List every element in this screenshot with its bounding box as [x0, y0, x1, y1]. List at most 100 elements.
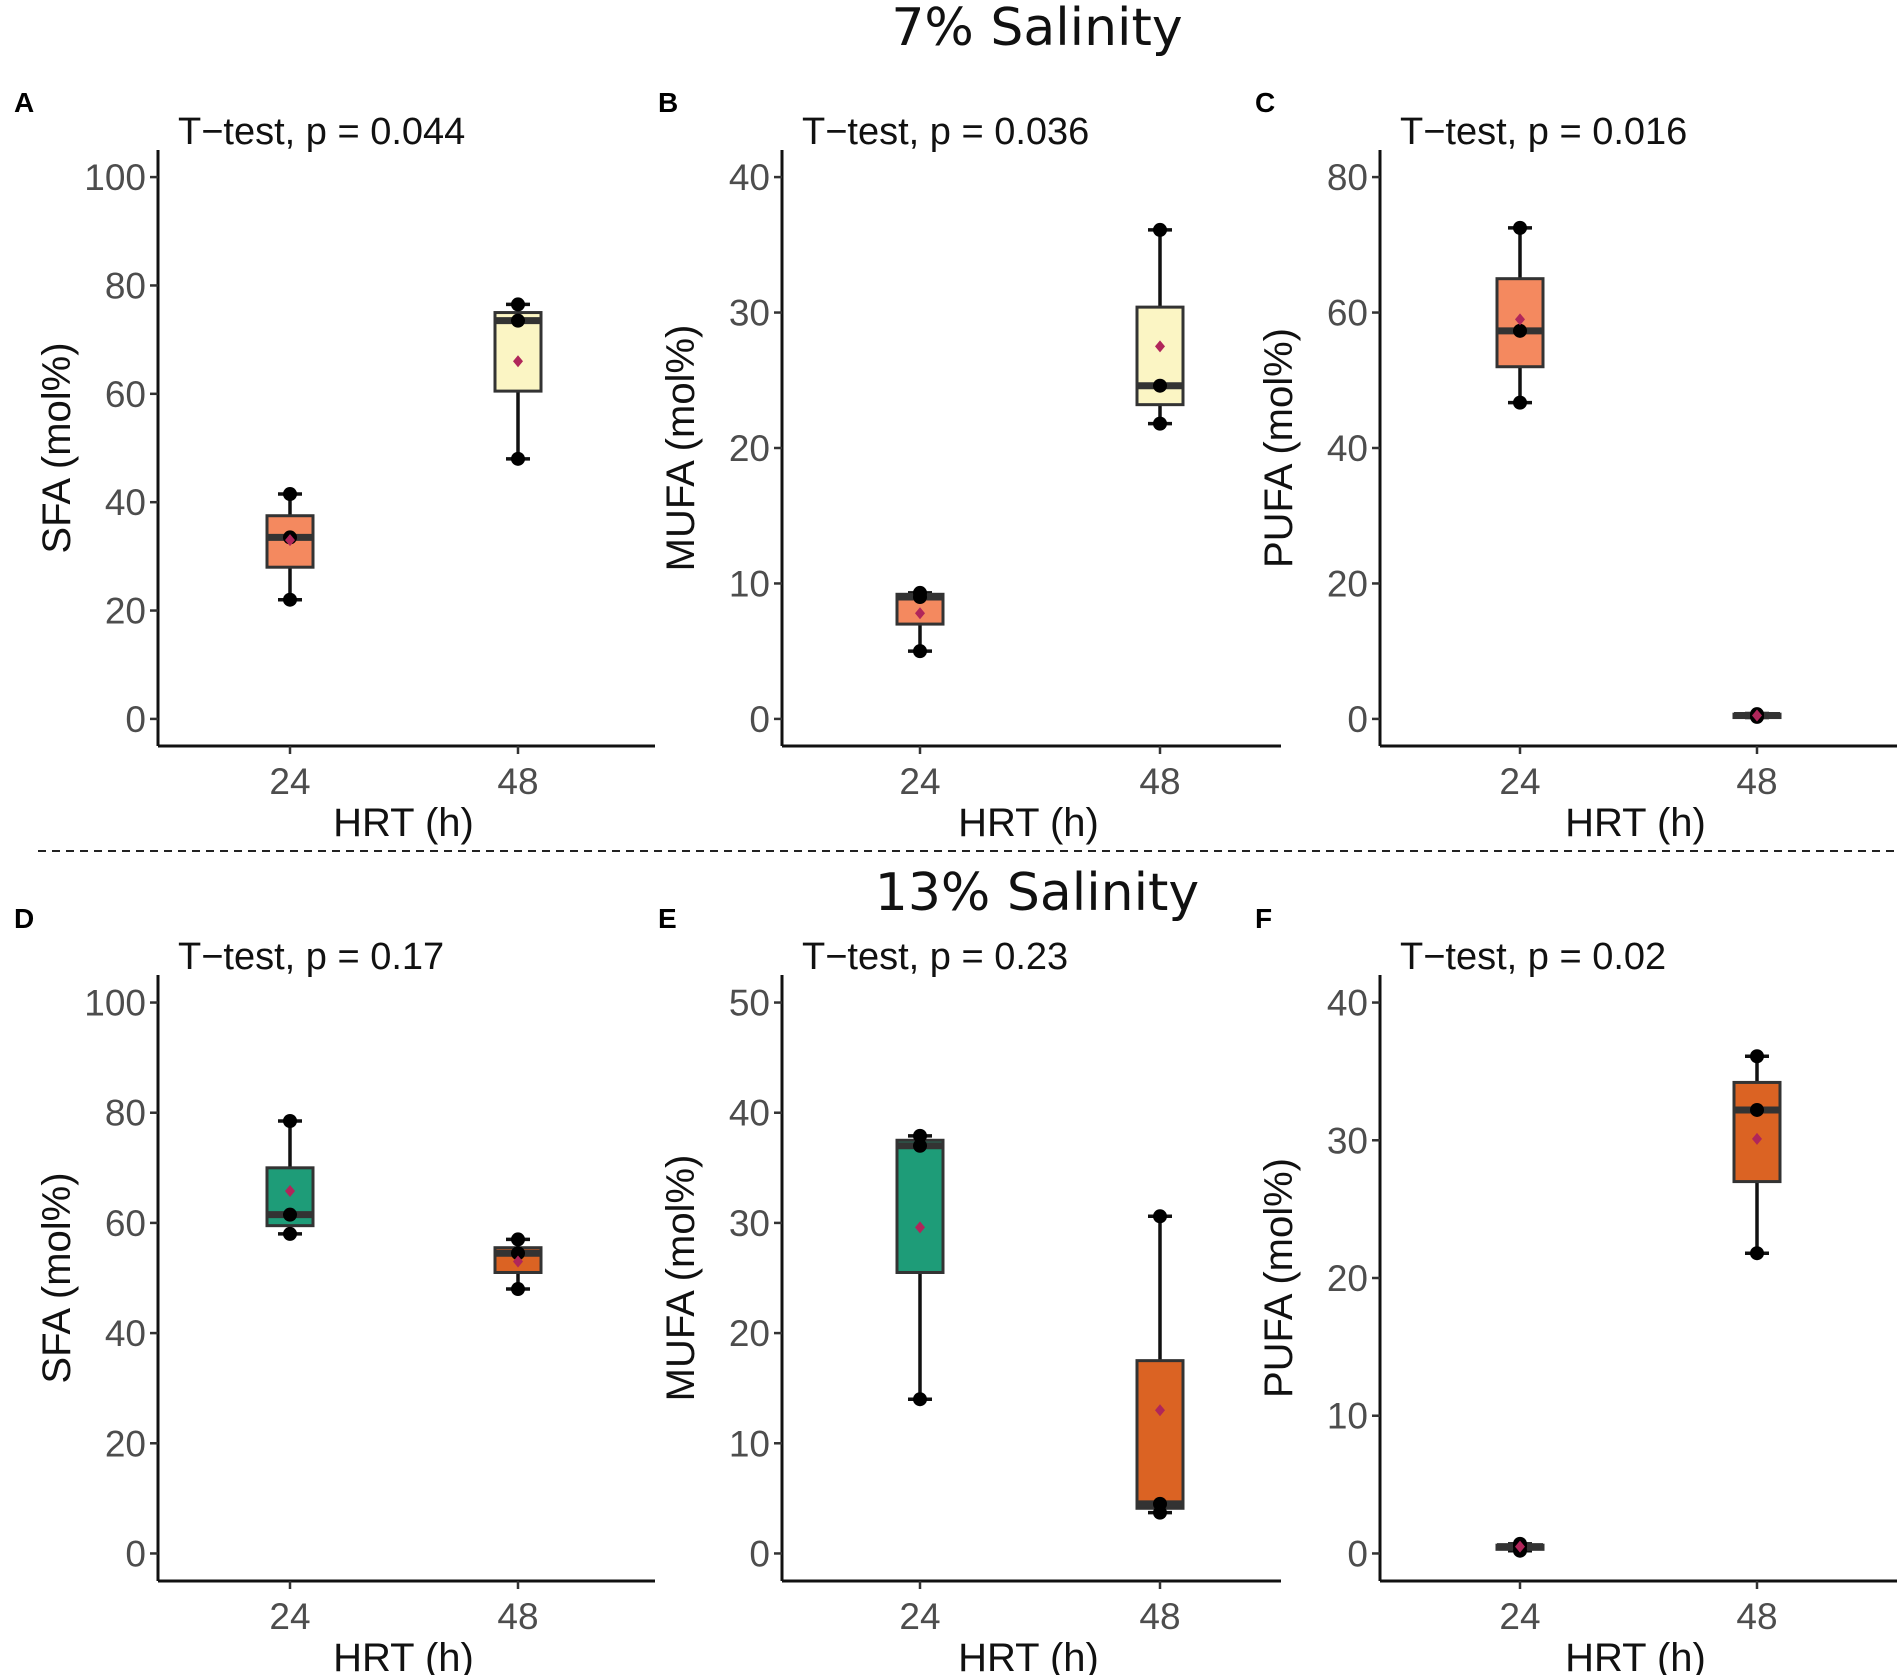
mean-marker	[1752, 1132, 1762, 1145]
y-tick-label: 20	[105, 1423, 146, 1464]
x-tick-label: 48	[497, 761, 538, 802]
data-point	[1513, 220, 1527, 235]
x-tick-label: 48	[1736, 1596, 1777, 1637]
data-point	[283, 1113, 297, 1128]
mean-marker	[285, 1184, 295, 1197]
mean-marker	[915, 607, 925, 620]
y-tick-label: 0	[125, 699, 146, 740]
panel-f: F 0 10 20 30 40 24 48 T−test, p = 0.02 HRT (h) PUF…	[1255, 903, 1897, 1675]
data-point	[913, 644, 927, 659]
data-point	[283, 487, 297, 502]
x-tick-label: 24	[269, 1596, 310, 1637]
data-point	[1750, 1246, 1764, 1261]
data-point	[511, 313, 525, 328]
data-point	[1513, 323, 1527, 338]
data-point	[511, 1232, 525, 1247]
mean-marker	[285, 534, 295, 547]
mean-marker	[1155, 340, 1165, 353]
section-title-13-salinity: 13% Salinity	[875, 863, 1199, 923]
y-axis-title: SFA (mol%)	[35, 342, 79, 553]
y-tick-label: 40	[105, 482, 146, 523]
y-tick-label: 80	[1327, 157, 1368, 198]
y-tick-label: 10	[1327, 1396, 1368, 1437]
ttest-annotation: T−test, p = 0.044	[178, 111, 465, 153]
panel-letter: F	[1255, 903, 1272, 934]
y-axis-title: PUFA (mol%)	[1257, 1158, 1301, 1398]
y-axis-title: MUFA (mol%)	[659, 325, 703, 572]
y-tick-label: 40	[1327, 983, 1368, 1024]
y-tick-label: 20	[729, 428, 770, 469]
panel-b: B 0 10 20 30 40 24 48 T−test, p = 0.036 HRT (h) MU…	[658, 87, 1281, 845]
y-axis-title: PUFA (mol%)	[1257, 328, 1301, 568]
y-tick-label: 20	[1327, 563, 1368, 604]
panel-letter: E	[658, 903, 677, 934]
y-tick-label: 60	[105, 374, 146, 415]
y-tick-label: 20	[1327, 1258, 1368, 1299]
y-tick-label: 10	[729, 563, 770, 604]
data-point	[913, 585, 927, 600]
y-tick-label: 100	[84, 983, 146, 1024]
y-tick-label: 0	[749, 1533, 770, 1574]
x-axis-title: HRT (h)	[333, 801, 474, 845]
data-point	[283, 1207, 297, 1222]
data-point	[1153, 1496, 1167, 1511]
x-tick-label: 24	[1499, 1596, 1540, 1637]
data-point	[1750, 1049, 1764, 1064]
data-point	[1153, 416, 1167, 431]
data-point	[1153, 1209, 1167, 1224]
data-point	[1153, 378, 1167, 393]
panel-letter: C	[1255, 87, 1275, 118]
data-point	[511, 297, 525, 312]
mean-marker	[915, 1221, 925, 1234]
x-axis-title: HRT (h)	[333, 1636, 474, 1675]
box-f-48	[1732, 1080, 1782, 1184]
x-axis-title: HRT (h)	[1565, 801, 1706, 845]
box-e-24	[895, 1138, 945, 1274]
panel-e: E 0 10 20 30 40 50 24 48 T−test, p = 0.23 HRT (h) M…	[658, 903, 1281, 1675]
panel-c: C 0 20 40 60 80 24 48 T−test, p = 0.016 HRT (h) PU…	[1255, 87, 1897, 845]
panel-letter: B	[658, 87, 678, 118]
y-tick-label: 0	[749, 699, 770, 740]
y-tick-label: 40	[105, 1313, 146, 1354]
x-tick-label: 24	[1499, 761, 1540, 802]
y-axis-title: SFA (mol%)	[35, 1172, 79, 1383]
y-tick-label: 20	[729, 1313, 770, 1354]
data-point	[511, 1282, 525, 1297]
data-point	[1153, 222, 1167, 237]
x-tick-label: 48	[497, 1596, 538, 1637]
x-axis-title: HRT (h)	[958, 1636, 1099, 1675]
x-tick-label: 48	[1736, 761, 1777, 802]
y-tick-label: 50	[729, 983, 770, 1024]
box-e-48	[1135, 1359, 1185, 1510]
y-tick-label: 40	[729, 1093, 770, 1134]
ttest-annotation: T−test, p = 0.23	[802, 936, 1068, 978]
panel-a: A 0 20 40 60 80 100 24 48 T−test, p = 0.044 HRT (h…	[14, 87, 655, 845]
y-tick-label: 20	[105, 591, 146, 632]
x-axis-title: HRT (h)	[958, 801, 1099, 845]
ttest-annotation: T−test, p = 0.17	[178, 936, 444, 978]
x-axis-title: HRT (h)	[1565, 1636, 1706, 1675]
y-tick-label: 0	[1347, 1533, 1368, 1574]
data-point	[511, 451, 525, 466]
x-tick-label: 24	[269, 761, 310, 802]
y-tick-label: 0	[125, 1533, 146, 1574]
data-point	[283, 592, 297, 607]
data-point	[1513, 395, 1527, 410]
panel-letter: D	[14, 903, 34, 934]
y-tick-label: 30	[1327, 1120, 1368, 1161]
x-tick-label: 24	[899, 1596, 940, 1637]
y-tick-label: 80	[105, 265, 146, 306]
mean-marker	[513, 355, 523, 368]
y-tick-label: 30	[729, 293, 770, 334]
y-tick-label: 40	[1327, 428, 1368, 469]
y-tick-label: 0	[1347, 699, 1368, 740]
data-point	[913, 1128, 927, 1143]
data-point	[913, 1392, 927, 1407]
y-tick-label: 60	[1327, 293, 1368, 334]
y-tick-label: 100	[84, 157, 146, 198]
panel-letter: A	[14, 87, 34, 118]
data-point	[913, 1138, 927, 1153]
y-tick-label: 80	[105, 1093, 146, 1134]
